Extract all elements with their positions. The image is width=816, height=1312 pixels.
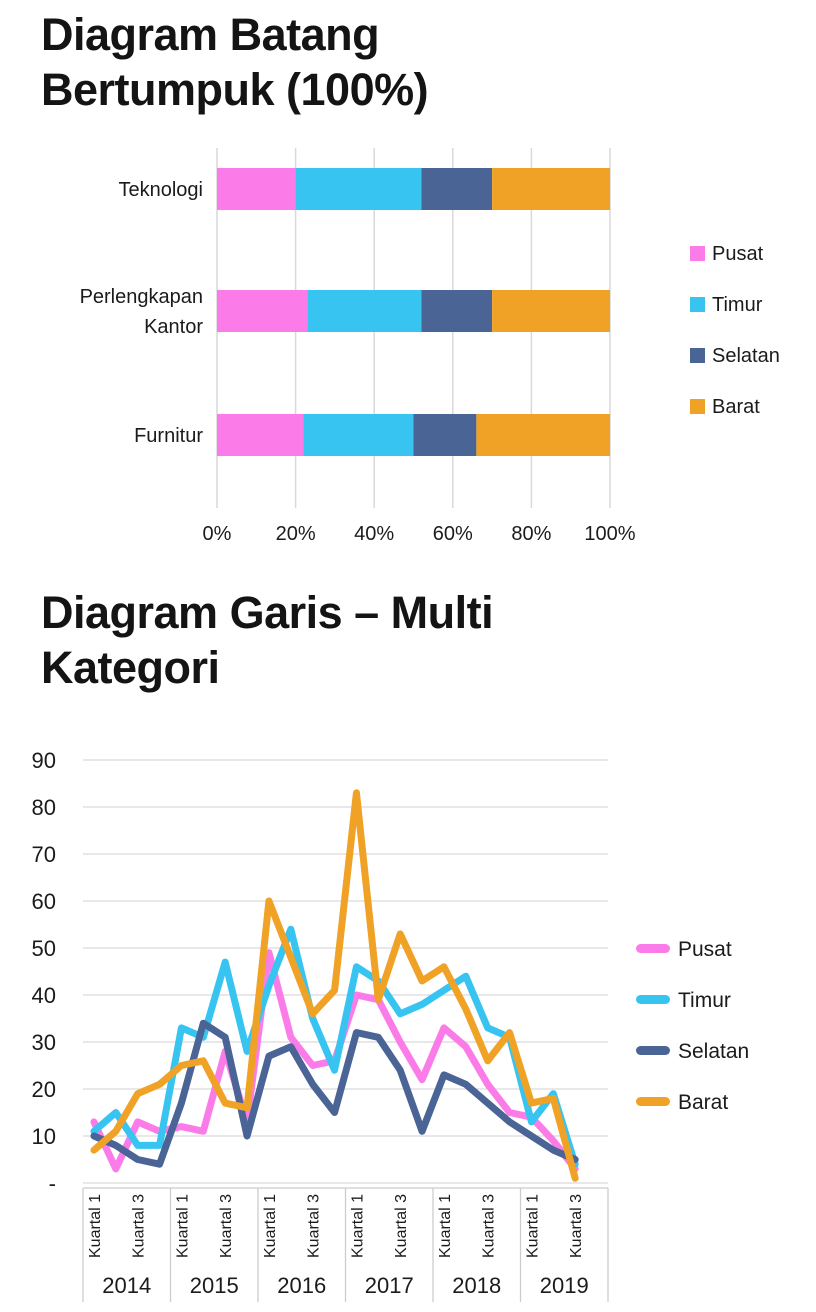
bar-segment-barat xyxy=(492,168,610,210)
category-label: Kantor xyxy=(144,316,203,338)
x-quarter-label: Kuartal 3 xyxy=(481,1194,498,1258)
line-chart: 90 80 70 60 50 40 30 20 10 - Kuartal 1 Kuartal 3 201… xyxy=(32,748,749,1302)
legend-item-barat: Barat xyxy=(690,396,760,418)
bar-segment-selatan xyxy=(421,290,493,332)
legend-item-selatan: Selatan xyxy=(636,1040,749,1063)
y-tick-label: 40 xyxy=(32,983,56,1008)
category-label: Furnitur xyxy=(134,425,203,447)
line-chart-title: Diagram Garis – Multi Kategori xyxy=(41,587,494,693)
x-tick-label: 60% xyxy=(433,523,473,545)
y-tick-label: - xyxy=(49,1171,56,1196)
bar-segment-timur xyxy=(303,414,414,456)
x-tick-label: 0% xyxy=(203,523,232,545)
legend-label: Selatan xyxy=(678,1040,749,1063)
x-quarter-label: Kuartal 1 xyxy=(437,1194,454,1258)
bar-segment-selatan xyxy=(421,168,493,210)
y-tick-label: 50 xyxy=(32,936,56,961)
x-tick-label: 20% xyxy=(276,523,316,545)
line-series-timur xyxy=(90,925,579,1168)
x-tick-label: 80% xyxy=(511,523,551,545)
legend-item-pusat: Pusat xyxy=(690,243,764,265)
legend-label: Selatan xyxy=(712,345,780,367)
x-quarter-label: Kuartal 3 xyxy=(568,1194,585,1258)
legend-swatch xyxy=(636,944,670,953)
bar-segment-barat xyxy=(476,414,610,456)
legend-swatch xyxy=(690,348,705,363)
bar-segment-pusat xyxy=(217,290,308,332)
legend-swatch xyxy=(636,1097,670,1106)
y-tick-label: 70 xyxy=(32,842,56,867)
x-quarter-label: Kuartal 3 xyxy=(306,1194,323,1258)
legend-item-barat: Barat xyxy=(636,1091,728,1114)
legend-label: Barat xyxy=(678,1091,728,1114)
x-quarter-label: Kuartal 3 xyxy=(218,1194,235,1258)
x-quarter-label: Kuartal 1 xyxy=(174,1194,191,1258)
legend-item-timur: Timur xyxy=(690,294,763,316)
category-label: Perlengkapan xyxy=(80,286,203,308)
y-tick-label: 20 xyxy=(32,1077,56,1102)
legend-label: Barat xyxy=(712,396,760,418)
x-quarter-label: Kuartal 1 xyxy=(87,1194,104,1258)
x-year-label: 2018 xyxy=(452,1273,501,1298)
line-series-selatan xyxy=(90,1019,579,1168)
legend-label: Timur xyxy=(712,294,763,316)
x-tick-label: 40% xyxy=(354,523,394,545)
stacked-bar-chart: Teknologi Perlengkapan Kantor Furnitur 0% 20%… xyxy=(80,148,780,545)
bar-segment-barat xyxy=(492,290,610,332)
y-tick-label: 30 xyxy=(32,1030,56,1055)
x-year-label: 2014 xyxy=(102,1273,151,1298)
legend-swatch xyxy=(690,246,705,261)
stacked-bar-title: Diagram Batang Bertumpuk (100%) xyxy=(41,9,429,115)
x-quarter-label: Kuartal 1 xyxy=(262,1194,279,1258)
x-tick-label: 100% xyxy=(584,523,635,545)
y-tick-label: 10 xyxy=(32,1124,56,1149)
legend-label: Pusat xyxy=(678,938,732,961)
legend-swatch xyxy=(636,995,670,1004)
legend-item-timur: Timur xyxy=(636,989,731,1012)
x-year-label: 2016 xyxy=(277,1273,326,1298)
y-tick-label: 90 xyxy=(32,748,56,773)
x-quarter-label: Kuartal 3 xyxy=(393,1194,410,1258)
x-quarter-label: Kuartal 1 xyxy=(349,1194,366,1258)
x-quarter-label: Kuartal 3 xyxy=(131,1194,148,1258)
y-tick-label: 60 xyxy=(32,889,56,914)
bar-segment-timur xyxy=(307,290,422,332)
x-year-label: 2015 xyxy=(190,1273,239,1298)
legend-swatch xyxy=(690,297,705,312)
bar-segment-pusat xyxy=(217,414,304,456)
legend-swatch xyxy=(690,399,705,414)
legend-item-selatan: Selatan xyxy=(690,345,780,367)
x-year-label: 2017 xyxy=(365,1273,414,1298)
x-year-label: 2019 xyxy=(540,1273,589,1298)
legend-item-pusat: Pusat xyxy=(636,938,732,961)
legend-label: Pusat xyxy=(712,243,764,265)
legend-label: Timur xyxy=(678,989,731,1012)
line-series-barat xyxy=(90,789,579,1182)
bar-segment-timur xyxy=(295,168,422,210)
y-tick-label: 80 xyxy=(32,795,56,820)
category-label: Teknologi xyxy=(118,179,203,201)
bar-segment-pusat xyxy=(217,168,296,210)
x-quarter-label: Kuartal 1 xyxy=(524,1194,541,1258)
legend-swatch xyxy=(636,1046,670,1055)
bar-segment-selatan xyxy=(413,414,477,456)
